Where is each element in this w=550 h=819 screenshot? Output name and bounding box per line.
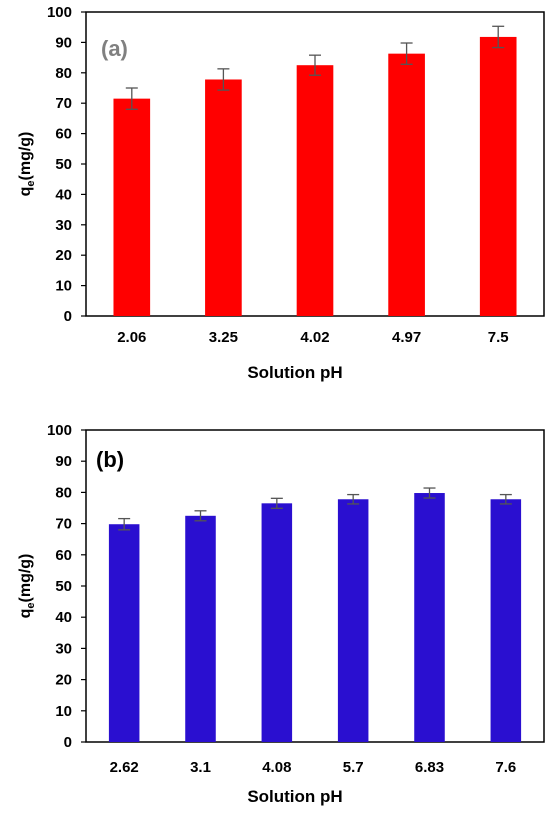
x-tick-label: 6.83: [415, 759, 444, 776]
plot-frame: [85, 429, 545, 743]
bar: [490, 499, 522, 742]
x-tick-label: 4.97: [392, 329, 421, 346]
bar: [113, 98, 151, 316]
bar: [337, 499, 369, 742]
bar: [414, 493, 445, 742]
bar: [296, 65, 334, 316]
y-tick-label: 30: [55, 217, 72, 234]
y-axis-title-main: q: [17, 187, 34, 197]
panel-label: (a): [101, 36, 128, 61]
x-tick-label: 3.25: [209, 329, 238, 346]
y-tick-label: 40: [55, 609, 72, 626]
y-tick-label: 70: [55, 516, 72, 533]
y-tick-label: 40: [55, 186, 72, 203]
x-tick-label: 2.62: [110, 759, 139, 776]
y-tick-label: 20: [55, 247, 72, 264]
y-tick-label: 90: [55, 453, 72, 470]
y-tick-label: 60: [55, 126, 72, 143]
y-tick-label: 90: [55, 34, 72, 51]
panel-b: 0 10 20 30 40 50 60 70 80 90 100 2.62 3.1 4.08 5.7 6.83…: [17, 422, 545, 806]
x-tick-label: 7.6: [495, 759, 516, 776]
bar: [388, 53, 425, 316]
x-tick-label: 4.08: [262, 759, 291, 776]
bar: [185, 515, 216, 742]
bar: [108, 524, 140, 742]
bar: [261, 503, 293, 742]
y-tick-label: 10: [55, 278, 72, 295]
y-tick-label: 10: [55, 703, 72, 720]
x-tick-label: 7.5: [488, 329, 509, 346]
y-tick-label: 100: [47, 422, 72, 439]
y-tick-label: 0: [64, 734, 72, 751]
y-axis-title: qe(mg/g): [17, 554, 37, 619]
panel-label: (b): [96, 447, 124, 472]
y-tick-label: 80: [55, 65, 72, 82]
panel-a: 0 10 20 30 40 50 60 70 80 90 100 2.06 3.25 4.02 4.97 7.…: [17, 4, 545, 382]
y-axis-title-units: (mg/g): [17, 132, 34, 181]
bar: [479, 36, 517, 316]
x-axis-title: Solution pH: [247, 787, 342, 806]
y-axis-title-subscript: e: [25, 180, 37, 186]
y-tick-label: 80: [55, 484, 72, 501]
y-tick-label: 50: [55, 156, 72, 173]
y-axis-title-main: q: [17, 609, 34, 619]
y-axis-title-subscript: e: [25, 602, 37, 608]
x-tick-label: 2.06: [117, 329, 146, 346]
y-tick-label: 20: [55, 672, 72, 689]
y-tick-label: 30: [55, 640, 72, 657]
y-axis-title: qe(mg/g): [17, 132, 37, 197]
y-tick-label: 100: [47, 4, 72, 21]
y-tick-label: 70: [55, 95, 72, 112]
x-tick-label: 4.02: [300, 329, 329, 346]
x-axis-title: Solution pH: [247, 363, 342, 382]
y-tick-label: 50: [55, 578, 72, 595]
x-tick-label: 3.1: [190, 759, 211, 776]
bar: [205, 79, 242, 316]
y-axis-title-units: (mg/g): [17, 554, 34, 603]
y-tick-label: 60: [55, 547, 72, 564]
x-tick-label: 5.7: [343, 759, 364, 776]
y-tick-label: 0: [64, 308, 72, 325]
